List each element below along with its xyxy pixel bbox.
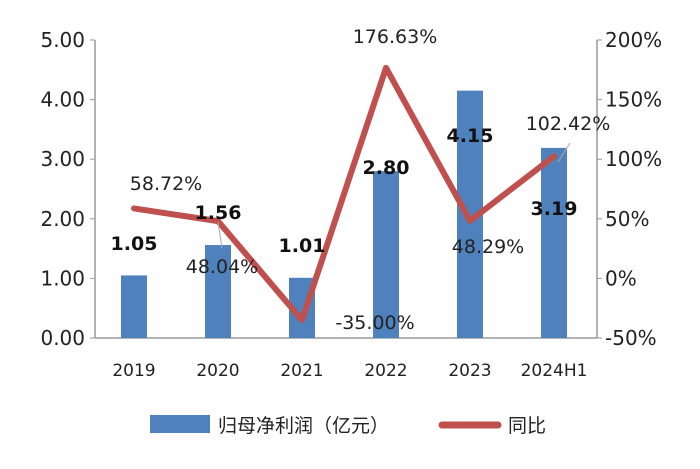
legend-label-bar: 归母净利润（亿元） [218, 415, 389, 437]
bar-value-label: 4.15 [447, 125, 494, 147]
bar [541, 147, 567, 338]
right-tick-label: 200% [605, 28, 662, 52]
bar-value-label: 1.05 [111, 233, 158, 255]
x-tick-label: 2022 [364, 361, 407, 381]
left-tick-label: 1.00 [40, 266, 85, 290]
right-tick-label: 100% [605, 147, 662, 171]
leader-line [557, 142, 571, 163]
bar-value-label: 1.01 [279, 235, 326, 257]
line-value-label: 48.29% [452, 236, 524, 258]
left-tick-label: 5.00 [40, 28, 85, 52]
x-tick-label: 2024H1 [521, 361, 588, 381]
line-value-label: -35.00% [335, 312, 414, 334]
line-value-label: 58.72% [130, 173, 202, 195]
x-tick-label: 2021 [280, 361, 323, 381]
legend-swatch-bar [150, 415, 210, 433]
line-value-label: 48.04% [186, 256, 258, 278]
bar-value-label: 3.19 [531, 198, 578, 220]
legend-label-line: 同比 [508, 415, 546, 437]
line-value-label: 102.42% [526, 113, 611, 135]
bar [373, 171, 399, 338]
x-tick-label: 2020 [196, 361, 239, 381]
bar-value-label: 2.80 [363, 157, 410, 179]
leader-line [217, 221, 223, 249]
line-value-label: 176.63% [353, 26, 438, 48]
right-tick-label: 0% [605, 266, 637, 290]
left-tick-label: 3.00 [40, 147, 85, 171]
right-tick-label: 50% [605, 207, 649, 231]
right-tick-label: -50% [605, 326, 657, 350]
bar-value-label: 1.56 [195, 202, 242, 224]
right-tick-label: 150% [605, 88, 662, 112]
bar [205, 245, 231, 338]
x-tick-label: 2019 [112, 361, 155, 381]
left-tick-label: 0.00 [40, 326, 85, 350]
x-tick-label: 2023 [448, 361, 491, 381]
left-tick-label: 2.00 [40, 207, 85, 231]
yoy-line [131, 64, 557, 324]
bar [121, 275, 147, 338]
left-tick-label: 4.00 [40, 88, 85, 112]
